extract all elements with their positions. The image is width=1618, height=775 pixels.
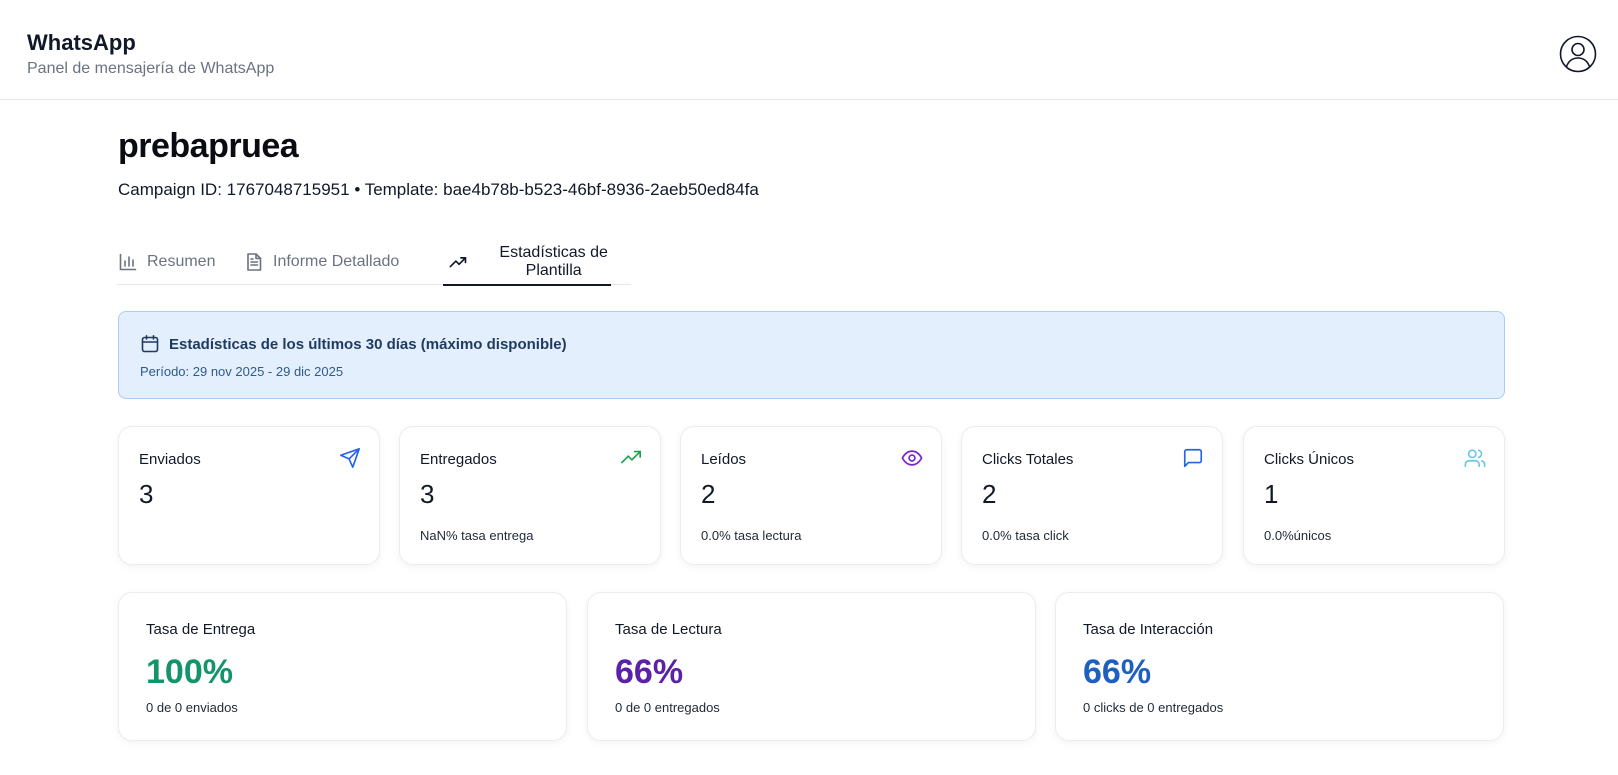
stats-period-banner: Estadísticas de los últimos 30 días (máx…	[118, 311, 1505, 399]
banner-title: Estadísticas de los últimos 30 días (máx…	[169, 336, 567, 353]
rate-label: Tasa de Entrega	[146, 621, 256, 638]
rate-subtext: 0 de 0 enviados	[146, 700, 238, 715]
rate-label: Tasa de Lectura	[615, 621, 722, 638]
tab-label: Informe Detallado	[273, 252, 400, 270]
stat-label: Leídos	[701, 451, 747, 468]
rate-value: 100%	[146, 653, 233, 691]
send-icon	[339, 447, 361, 469]
stat-subtext: NaN% tasa entrega	[420, 528, 534, 543]
stat-card-leidos: Leídos 2 0.0% tasa lectura	[680, 426, 942, 565]
campaign-title: prebapruea	[118, 127, 299, 165]
rate-label: Tasa de Interacción	[1083, 621, 1214, 638]
banner-period: Período: 29 nov 2025 - 29 dic 2025	[140, 364, 344, 379]
stat-label: Entregados	[420, 451, 497, 468]
stat-value: 2	[982, 479, 997, 509]
stat-subtext: 0.0% tasa click	[982, 528, 1069, 543]
meta-separator: •	[349, 180, 365, 199]
message-square-icon	[1182, 447, 1204, 469]
stat-value: 2	[701, 479, 716, 509]
rate-card-lectura: Tasa de Lectura 66% 0 de 0 entregados	[587, 592, 1036, 741]
stat-card-clicks-totales: Clicks Totales 2 0.0% tasa click	[961, 426, 1223, 565]
stat-card-enviados: Enviados 3	[118, 426, 380, 565]
trending-up-icon	[449, 256, 467, 267]
rate-card-interaccion: Tasa de Interacción 66% 0 clicks de 0 en…	[1055, 592, 1504, 741]
top-bar: WhatsApp Panel de mensajería de WhatsApp	[0, 0, 1618, 100]
campaign-id-label: Campaign ID:	[118, 180, 227, 199]
eye-icon	[901, 447, 923, 469]
stat-label: Clicks Totales	[982, 451, 1074, 468]
rate-card-entrega: Tasa de Entrega 100% 0 de 0 enviados	[118, 592, 567, 741]
tab-informe-detallado[interactable]: Informe Detallado	[244, 238, 399, 285]
stat-label: Clicks Únicos	[1264, 451, 1355, 468]
document-icon	[247, 252, 262, 271]
rate-value: 66%	[1083, 653, 1152, 691]
users-icon	[1464, 447, 1486, 469]
app-title: WhatsApp	[27, 30, 136, 55]
campaign-meta: Campaign ID: 1767048715951 • Template: b…	[118, 180, 759, 200]
rate-subtext: 0 clicks de 0 entregados	[1083, 700, 1224, 715]
stat-subtext: 0.0%únicos	[1264, 528, 1332, 543]
stat-value: 3	[420, 479, 435, 509]
stat-card-entregados: Entregados 3 NaN% tasa entrega	[399, 426, 661, 565]
tab-estadisticas-plantilla[interactable]: Estadísticas de Plantilla	[443, 238, 631, 286]
template-label: Template:	[364, 180, 444, 199]
stat-card-clicks-unicos: Clicks Únicos 1 0.0%únicos	[1243, 426, 1505, 565]
rate-subtext: 0 de 0 entregados	[615, 700, 720, 715]
tab-bar: Resumen Informe Detallado Estadísticas d…	[116, 238, 631, 286]
template-id-value: bae4b78b-b523-46bf-8936-2aeb50ed84fa	[443, 180, 759, 199]
bar-chart-icon	[119, 253, 137, 270]
stat-value: 1	[1264, 479, 1279, 509]
app-subtitle: Panel de mensajería de WhatsApp	[27, 60, 275, 77]
tab-label: Resumen	[147, 252, 216, 270]
rate-value: 66%	[615, 653, 684, 691]
tab-label: Estadísticas de Plantilla	[499, 243, 608, 279]
user-circle-icon	[1559, 35, 1597, 73]
tab-resumen[interactable]: Resumen	[118, 238, 215, 285]
trending-up-icon	[620, 447, 642, 469]
stat-label: Enviados	[139, 451, 201, 468]
campaign-id-value: 1767048715951	[226, 180, 350, 199]
user-menu-button[interactable]	[1558, 34, 1598, 74]
stat-subtext: 0.0% tasa lectura	[701, 528, 802, 543]
calendar-icon	[140, 334, 160, 354]
stat-value: 3	[139, 479, 154, 509]
